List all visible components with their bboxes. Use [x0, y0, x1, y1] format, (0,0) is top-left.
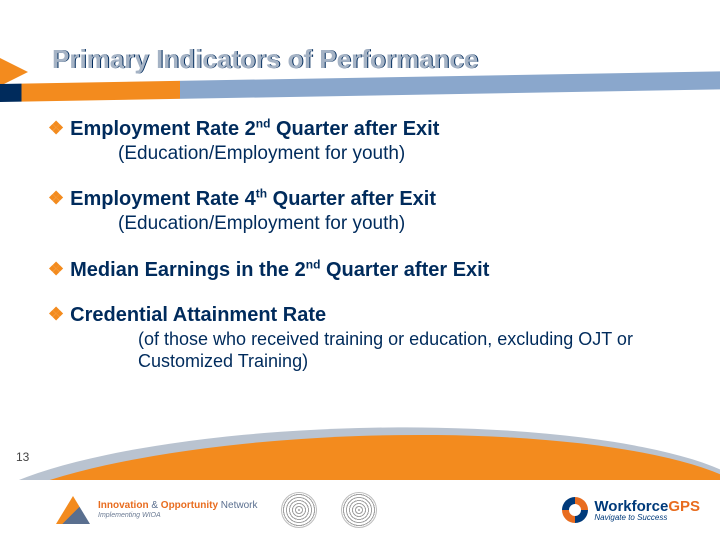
gps-workforce-text: Workforce [594, 498, 668, 515]
heading-sup: nd [256, 116, 271, 130]
compass-icon [562, 497, 588, 523]
dol-seal-icon [281, 492, 317, 528]
ion-text-part: Opportunity [158, 500, 221, 511]
ion-tagline: Implementing WIOA [98, 512, 257, 519]
heading-text: Credential Attainment Rate [70, 304, 326, 326]
bullet-heading: ❖ Employment Rate 4th Quarter after Exit [48, 188, 436, 210]
heading-sup: nd [306, 257, 321, 271]
heading-sup: th [256, 187, 267, 201]
bullet-heading: ❖ Employment Rate 2nd Quarter after Exit [48, 118, 439, 140]
heading-text: Quarter after Exit [320, 259, 489, 281]
bullet-item: ❖Employment Rate 4th Quarter after Exit … [48, 187, 688, 236]
heading-text: Employment Rate 4 [70, 188, 256, 210]
ion-text-part: Innovation [98, 500, 151, 511]
bullet-item: ❖ Median Earnings in the 2nd Quarter afte… [48, 257, 688, 282]
ion-logo: Innovation & Opportunity Network Impleme… [56, 496, 257, 524]
ion-text-part: Network [221, 500, 258, 511]
bullet-heading: ❖ Median Earnings in the 2nd Quarter afte… [48, 259, 489, 281]
header-triangle-accent [0, 58, 28, 86]
diamond-bullet-icon: ❖ [48, 304, 64, 324]
diamond-bullet-icon: ❖ [48, 259, 64, 279]
workforcegps-text: WorkforceGPS Navigate to Success [594, 499, 700, 522]
bullet-item: ❖ Credential Attainment Rate (of those wh… [48, 304, 688, 372]
diamond-bullet-icon: ❖ [48, 118, 64, 138]
page-number: 13 [16, 450, 29, 464]
heading-text: Median Earnings in the 2 [70, 259, 306, 281]
heading-text: Quarter after Exit [270, 118, 439, 140]
ion-text-amp: & [151, 500, 158, 511]
footer-band: Innovation & Opportunity Network Impleme… [0, 480, 720, 540]
ion-logo-text: Innovation & Opportunity Network Impleme… [98, 501, 257, 519]
slide-title: Primary Indicators of Performance [52, 44, 478, 75]
workforcegps-logo: WorkforceGPS Navigate to Success [562, 497, 700, 523]
content-area: ❖Employment Rate 2nd Quarter after Exit … [48, 116, 688, 394]
heading-text: Employment Rate 2 [70, 118, 256, 140]
diamond-bullet-icon: ❖ [48, 188, 64, 208]
bullet-subtext-small: (of those who received training or educa… [138, 329, 688, 372]
bullet-subtext: (Education/Employment for youth) [118, 213, 688, 235]
heading-text: Quarter after Exit [267, 188, 436, 210]
gps-gps-text: GPS [668, 498, 700, 515]
eta-seal-icon [341, 492, 377, 528]
bullet-heading: ❖ Credential Attainment Rate [48, 304, 326, 326]
header-band [0, 71, 720, 102]
bullet-subtext: (Education/Employment for youth) [118, 143, 688, 165]
ion-logo-icon [56, 496, 90, 524]
gps-tagline: Navigate to Success [594, 514, 700, 522]
bullet-item: ❖Employment Rate 2nd Quarter after Exit … [48, 116, 688, 165]
